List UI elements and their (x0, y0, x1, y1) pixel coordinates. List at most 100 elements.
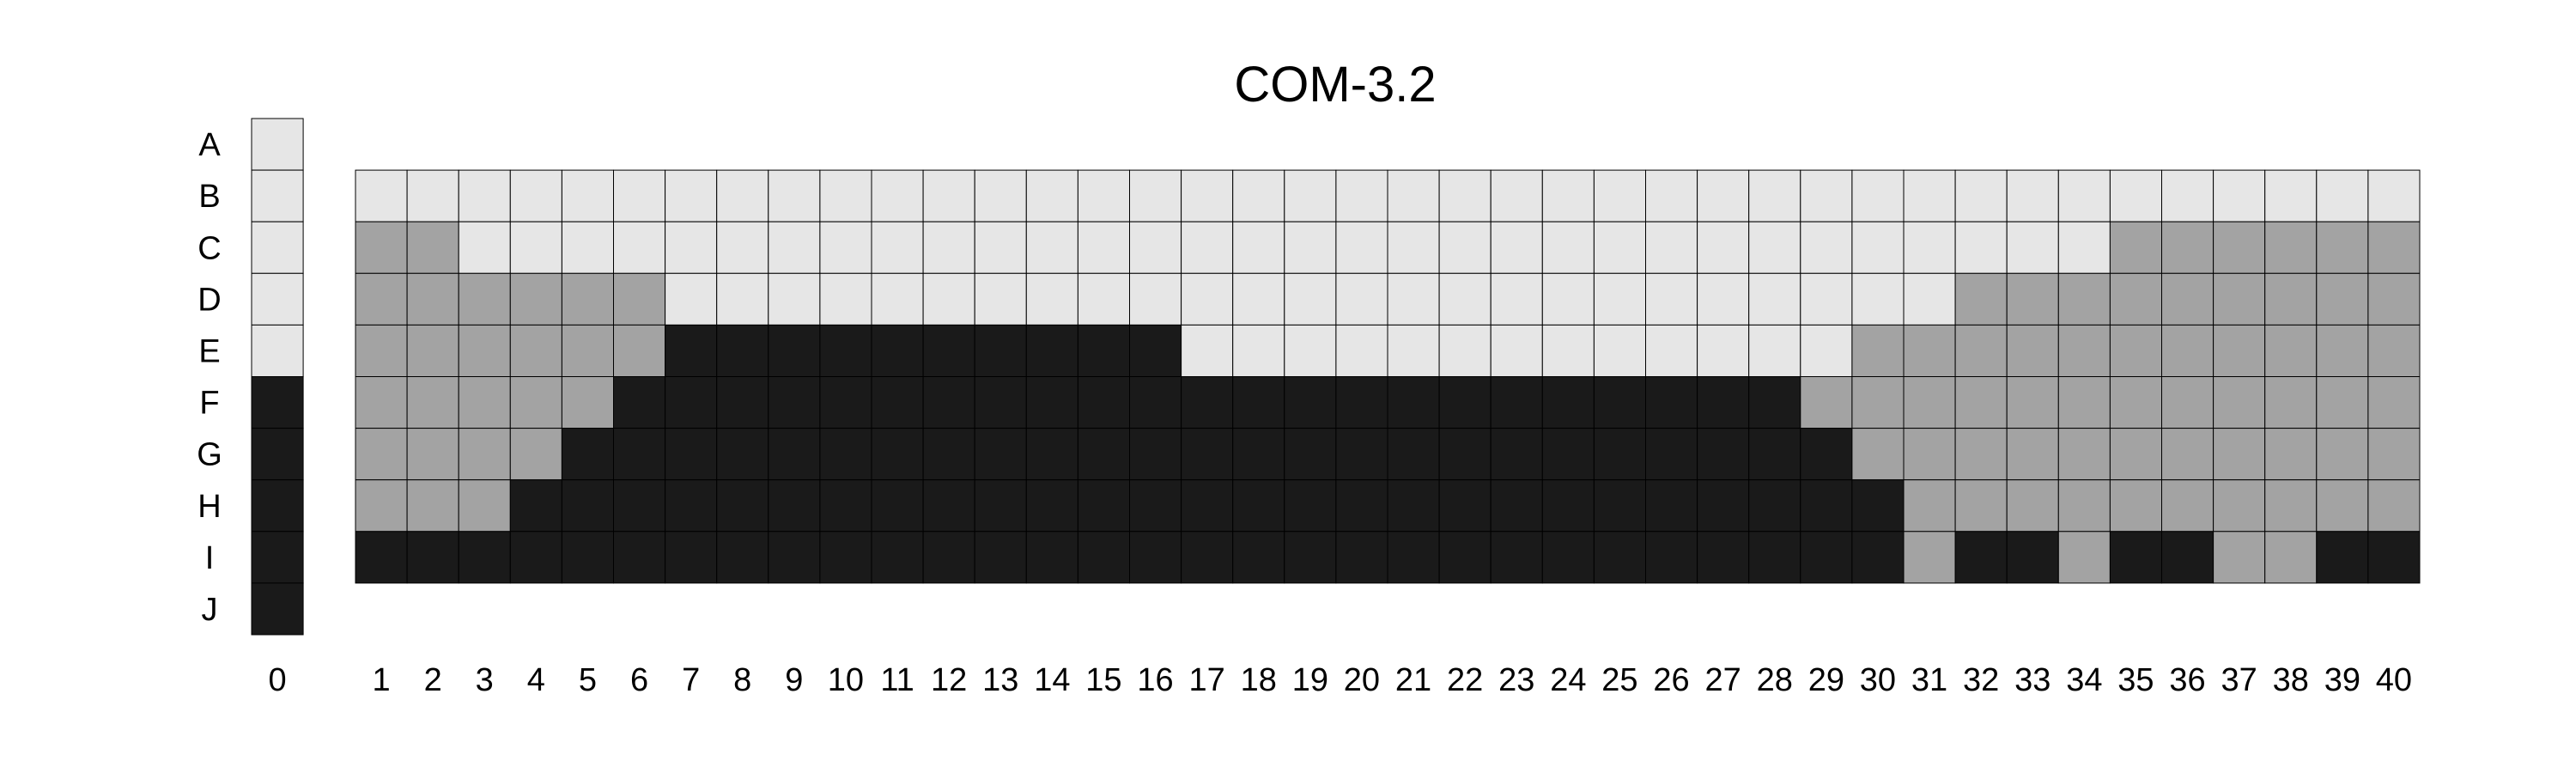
column-label-7: 7 (682, 662, 700, 698)
cell-34-g (2057, 428, 2111, 481)
cell-11-d (871, 272, 924, 326)
cell-10-d (819, 272, 872, 326)
cell-22-b (1438, 169, 1492, 222)
cell-0-i (251, 531, 304, 584)
cell-21-c (1387, 221, 1440, 274)
cell-3-f (458, 376, 511, 429)
cell-11-e (871, 324, 924, 377)
cell-10-c (819, 221, 872, 274)
cell-35-g (2109, 428, 2162, 481)
column-label-21: 21 (1395, 662, 1431, 698)
cell-24-b (1541, 169, 1595, 222)
cell-12-h (922, 479, 975, 533)
column-label-18: 18 (1241, 662, 1277, 698)
cell-20-b (1335, 169, 1388, 222)
cell-29-b (1800, 169, 1853, 222)
cell-11-f (871, 376, 924, 429)
cell-13-b (974, 169, 1027, 222)
cell-0-g (251, 428, 304, 481)
cell-28-h (1748, 479, 1801, 533)
cell-6-b (613, 169, 666, 222)
cell-16-b (1129, 169, 1182, 222)
cell-33-b (2006, 169, 2059, 222)
row-label-i: I (205, 540, 215, 576)
cell-2-f (406, 376, 459, 429)
cell-14-c (1025, 221, 1078, 274)
cell-3-d (458, 272, 511, 326)
cell-4-e (509, 324, 562, 377)
cell-29-d (1800, 272, 1853, 326)
cell-19-h (1284, 479, 1337, 533)
cell-22-d (1438, 272, 1492, 326)
column-label-25: 25 (1601, 662, 1637, 698)
cell-19-i (1284, 531, 1337, 584)
cell-7-c (665, 221, 718, 274)
cell-24-e (1541, 324, 1595, 377)
cell-38-g (2264, 428, 2318, 481)
column-0-strip (251, 118, 304, 636)
cell-23-i (1490, 531, 1543, 584)
cell-4-c (509, 221, 562, 274)
cell-27-h (1697, 479, 1750, 533)
cell-25-d (1593, 272, 1647, 326)
cell-16-e (1129, 324, 1182, 377)
cell-2-c (406, 221, 459, 274)
cell-26-f (1645, 376, 1698, 429)
cell-26-e (1645, 324, 1698, 377)
column-label-16: 16 (1137, 662, 1173, 698)
row-label-e: E (198, 333, 220, 369)
cell-11-g (871, 428, 924, 481)
cell-30-g (1851, 428, 1905, 481)
cell-30-d (1851, 272, 1905, 326)
column-label-8: 8 (733, 662, 751, 698)
cell-33-f (2006, 376, 2059, 429)
cell-16-i (1129, 531, 1182, 584)
column-label-32: 32 (1963, 662, 1999, 698)
cell-38-i (2264, 531, 2318, 584)
cell-9-f (768, 376, 821, 429)
row-label-b: B (198, 179, 220, 215)
cell-15-b (1077, 169, 1131, 222)
cell-24-h (1541, 479, 1595, 533)
cell-9-g (768, 428, 821, 481)
cell-5-f (561, 376, 615, 429)
cell-5-d (561, 272, 615, 326)
cell-19-g (1284, 428, 1337, 481)
cell-31-g (1903, 428, 1956, 481)
cell-14-d (1025, 272, 1078, 326)
cell-28-c (1748, 221, 1801, 274)
cell-16-f (1129, 376, 1182, 429)
column-label-11: 11 (880, 662, 914, 698)
cell-17-h (1181, 479, 1234, 533)
cell-22-e (1438, 324, 1492, 377)
column-label-10: 10 (828, 662, 864, 698)
cell-0-h (251, 479, 304, 533)
cell-3-b (458, 169, 511, 222)
row-label-a: A (198, 127, 221, 163)
cell-37-c (2213, 221, 2266, 274)
cell-28-f (1748, 376, 1801, 429)
column-label-26: 26 (1653, 662, 1689, 698)
cell-17-e (1181, 324, 1234, 377)
cell-30-c (1851, 221, 1905, 274)
cell-27-e (1697, 324, 1750, 377)
cell-8-g (716, 428, 769, 481)
cell-21-i (1387, 531, 1440, 584)
cell-20-h (1335, 479, 1388, 533)
cell-38-f (2264, 376, 2318, 429)
cell-7-i (665, 531, 718, 584)
cell-31-f (1903, 376, 1956, 429)
column-label-24: 24 (1550, 662, 1586, 698)
cell-31-h (1903, 479, 1956, 533)
column-label-9: 9 (785, 662, 803, 698)
cell-15-e (1077, 324, 1131, 377)
cell-8-c (716, 221, 769, 274)
cell-25-h (1593, 479, 1647, 533)
cell-1-b (355, 169, 408, 222)
cell-34-d (2057, 272, 2111, 326)
cell-7-b (665, 169, 718, 222)
cell-36-d (2161, 272, 2215, 326)
cell-28-d (1748, 272, 1801, 326)
cell-11-c (871, 221, 924, 274)
cell-17-b (1181, 169, 1234, 222)
